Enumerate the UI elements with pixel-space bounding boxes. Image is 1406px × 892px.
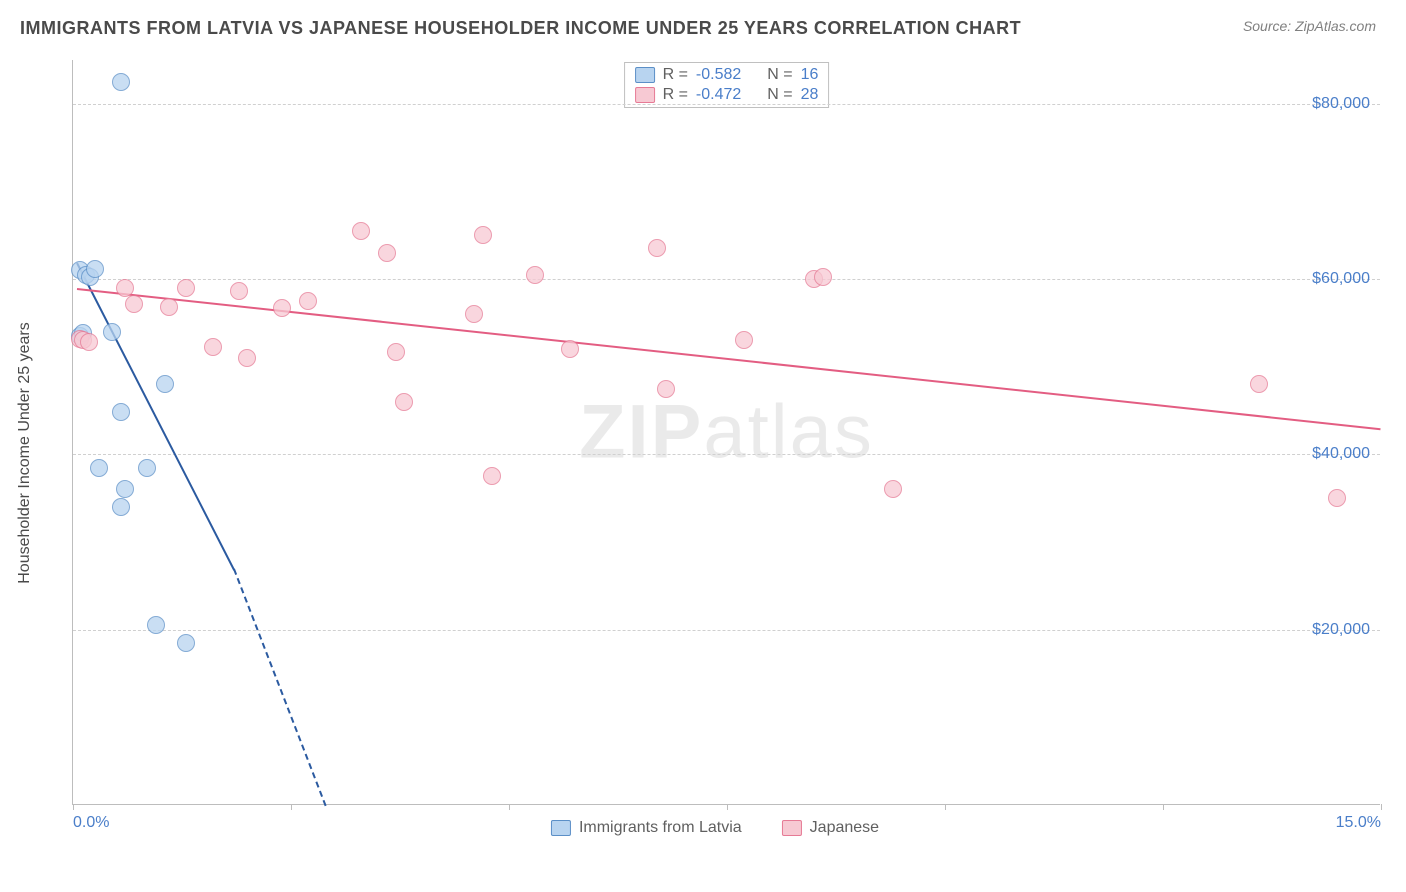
y-tick-label: $20,000: [1312, 621, 1370, 639]
chart-source: Source: ZipAtlas.com: [1243, 18, 1376, 34]
data-point: [177, 634, 195, 652]
legend-swatch: [782, 820, 802, 836]
x-tick: [1163, 804, 1164, 810]
r-value: -0.582: [696, 66, 741, 84]
x-tick: [727, 804, 728, 810]
data-point: [735, 331, 753, 349]
n-value: 28: [801, 86, 819, 104]
x-tick-label: 0.0%: [73, 814, 109, 832]
chart-area: ZIPatlas R = -0.582 N = 16 R = -0.472 N = 28 $2…: [72, 60, 1380, 805]
gridline: [73, 630, 1380, 631]
watermark-bold: ZIP: [579, 390, 703, 475]
data-point: [177, 279, 195, 297]
y-tick-label: $80,000: [1312, 95, 1370, 113]
data-point: [884, 480, 902, 498]
data-point: [561, 340, 579, 358]
gridline: [73, 104, 1380, 105]
y-tick-label: $40,000: [1312, 445, 1370, 463]
x-tick: [291, 804, 292, 810]
data-point: [273, 299, 291, 317]
chart-header: IMMIGRANTS FROM LATVIA VS JAPANESE HOUSE…: [0, 0, 1406, 39]
data-point: [125, 295, 143, 313]
data-point: [238, 349, 256, 367]
data-point: [352, 222, 370, 240]
legend-swatch: [551, 820, 571, 836]
r-label: R =: [663, 66, 688, 84]
legend-correlation: R = -0.582 N = 16 R = -0.472 N = 28: [624, 62, 830, 108]
data-point: [483, 467, 501, 485]
data-point: [138, 459, 156, 477]
r-value: -0.472: [696, 86, 741, 104]
legend-series: Immigrants from Latvia Japanese: [551, 819, 879, 837]
data-point: [657, 380, 675, 398]
data-point: [112, 403, 130, 421]
gridline: [73, 454, 1380, 455]
legend-correlation-row: R = -0.472 N = 28: [635, 86, 819, 104]
data-point: [116, 480, 134, 498]
data-point: [230, 282, 248, 300]
regression-line-extrapolated: [233, 569, 326, 806]
data-point: [474, 226, 492, 244]
legend-swatch: [635, 87, 655, 103]
data-point: [465, 305, 483, 323]
n-label: N =: [767, 86, 792, 104]
legend-series-item: Japanese: [782, 819, 879, 837]
data-point: [112, 73, 130, 91]
data-point: [1328, 489, 1346, 507]
legend-series-label: Japanese: [810, 819, 879, 837]
data-point: [103, 323, 121, 341]
x-tick: [509, 804, 510, 810]
plot-container: Householder Income Under 25 years ZIPatl…: [50, 60, 1380, 845]
n-value: 16: [801, 66, 819, 84]
x-tick: [945, 804, 946, 810]
legend-swatch: [635, 67, 655, 83]
legend-correlation-row: R = -0.582 N = 16: [635, 66, 819, 84]
x-tick: [1381, 804, 1382, 810]
data-point: [387, 343, 405, 361]
gridline: [73, 279, 1380, 280]
legend-series-item: Immigrants from Latvia: [551, 819, 742, 837]
data-point: [526, 266, 544, 284]
data-point: [378, 244, 396, 262]
data-point: [147, 616, 165, 634]
watermark: ZIPatlas: [579, 389, 874, 476]
data-point: [112, 498, 130, 516]
regression-line: [76, 262, 235, 570]
data-point: [116, 279, 134, 297]
legend-series-label: Immigrants from Latvia: [579, 819, 742, 837]
data-point: [156, 375, 174, 393]
data-point: [299, 292, 317, 310]
x-tick-label: 15.0%: [1336, 814, 1381, 832]
x-tick: [73, 804, 74, 810]
data-point: [648, 239, 666, 257]
data-point: [90, 459, 108, 477]
data-point: [160, 298, 178, 316]
y-axis-label: Householder Income Under 25 years: [16, 322, 34, 583]
r-label: R =: [663, 86, 688, 104]
n-label: N =: [767, 66, 792, 84]
y-tick-label: $60,000: [1312, 270, 1370, 288]
data-point: [395, 393, 413, 411]
data-point: [86, 260, 104, 278]
data-point: [814, 268, 832, 286]
data-point: [80, 333, 98, 351]
watermark-rest: atlas: [703, 390, 874, 475]
data-point: [204, 338, 222, 356]
chart-title: IMMIGRANTS FROM LATVIA VS JAPANESE HOUSE…: [20, 18, 1021, 39]
data-point: [1250, 375, 1268, 393]
